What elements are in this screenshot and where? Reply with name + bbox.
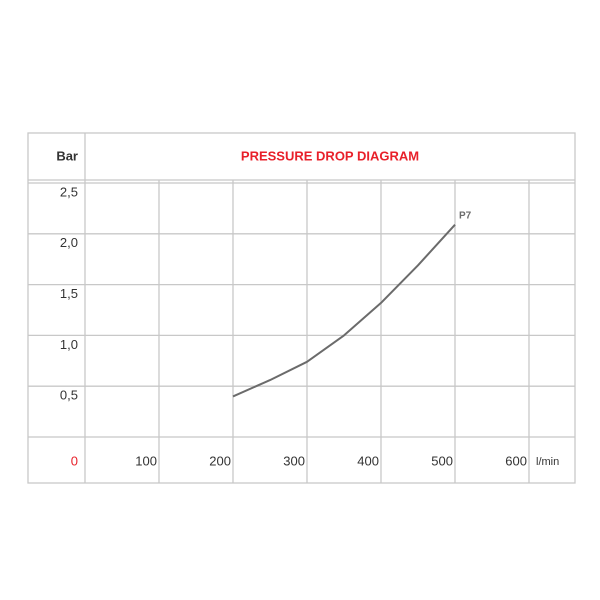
x-tick-label: 300 — [283, 453, 305, 468]
data-line — [232, 224, 456, 398]
y-tick-label: 1,0 — [60, 337, 78, 352]
x-tick-label: 400 — [357, 453, 379, 468]
y-tick-label: 1,5 — [60, 286, 78, 301]
y-tick-label: 2,5 — [60, 184, 78, 199]
x-tick-label: 100 — [135, 453, 157, 468]
y-tick-label: 2,0 — [60, 235, 78, 250]
y-tick-label: 0 — [71, 453, 78, 468]
y-tick-label: 0,5 — [60, 388, 78, 403]
frame — [27, 132, 576, 484]
x-tick-label: 200 — [209, 453, 231, 468]
chart-title: PRESSURE DROP DIAGRAM — [241, 148, 419, 163]
x-tick-label: 600 — [505, 453, 527, 468]
y-axis-label: Bar — [56, 148, 78, 163]
series-label: P7 — [459, 210, 472, 221]
x-axis-label: l/min — [536, 456, 559, 468]
x-tick-label: 500 — [431, 453, 453, 468]
